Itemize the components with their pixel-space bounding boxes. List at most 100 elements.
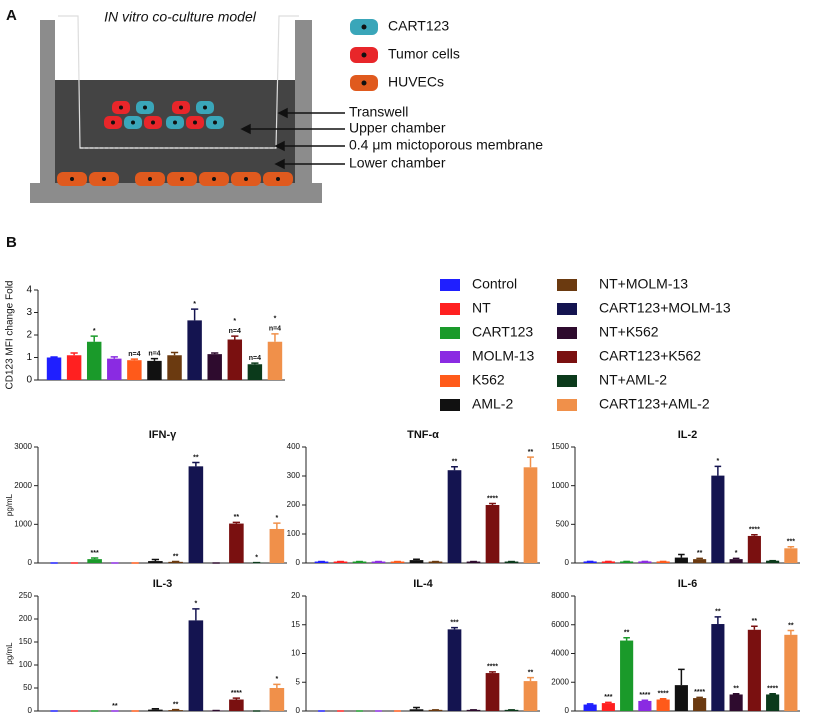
bar <box>523 467 538 563</box>
bar <box>674 557 688 563</box>
annotation: n=4 <box>249 355 261 362</box>
legend-label: CART123+K562 <box>599 348 701 364</box>
error-bar <box>451 465 458 471</box>
chart-title: IL-4 <box>413 578 433 590</box>
upper-cells <box>104 101 224 129</box>
annotation: *** <box>450 619 458 626</box>
annotation: ** <box>173 553 179 560</box>
error-bar <box>130 358 138 361</box>
error-bar <box>489 671 496 674</box>
annotation: n=4 <box>269 326 281 333</box>
error-bar <box>232 521 241 524</box>
annotation: n=4 <box>229 328 241 335</box>
bar <box>168 561 183 563</box>
y-tick-label: 8000 <box>551 591 569 600</box>
bar <box>485 673 500 711</box>
y-tick-label: 1000 <box>14 519 32 528</box>
annotation: ** <box>788 622 794 629</box>
y-tick-label: 0 <box>296 558 301 567</box>
annotation: **** <box>487 495 498 502</box>
legend-swatch <box>557 303 577 315</box>
error-bar <box>150 357 159 361</box>
chart-title: IL-6 <box>678 578 698 590</box>
bar <box>188 466 204 563</box>
bar <box>766 694 780 711</box>
annotation: ** <box>234 514 240 521</box>
annotation: * <box>735 550 738 557</box>
y-tick-label: 2 <box>26 330 32 341</box>
error-bar <box>192 461 200 467</box>
error-bar <box>586 703 594 705</box>
y-tick-label: 50 <box>23 683 32 692</box>
annotation: **** <box>749 527 760 534</box>
callout: Lower chamber <box>349 155 446 171</box>
y-tick-label: 1 <box>26 352 32 363</box>
annotation: *** <box>787 539 795 546</box>
callout-arrows <box>240 107 345 170</box>
legend-label: AML-2 <box>472 396 513 412</box>
legend-label: MOLM-13 <box>472 348 534 364</box>
base <box>30 183 322 203</box>
legend-label: CART123+AML-2 <box>599 396 710 412</box>
bar <box>247 364 263 380</box>
chart-title: IL-3 <box>153 578 173 590</box>
error-bar <box>192 608 200 621</box>
lower-cells <box>57 172 293 186</box>
annotation: **** <box>694 689 705 696</box>
legend-swatch <box>440 399 460 411</box>
bar <box>46 357 62 380</box>
bar <box>656 561 670 563</box>
bar <box>747 535 761 563</box>
annotation: ** <box>173 701 179 708</box>
error-bar <box>751 625 758 630</box>
legend-swatch <box>557 279 577 291</box>
error-bar <box>273 683 281 688</box>
bar <box>638 561 652 563</box>
annotation: *** <box>91 550 99 557</box>
chart-title: IL-2 <box>678 429 698 441</box>
bar <box>711 624 725 711</box>
bar <box>86 341 102 380</box>
legend-label: NT+MOLM-13 <box>599 276 688 292</box>
cell-nucleus <box>361 52 367 58</box>
annotation: ** <box>528 449 534 456</box>
annotation: * <box>276 515 279 522</box>
error-bar <box>251 362 259 365</box>
legend-swatch <box>440 279 460 291</box>
wall <box>40 20 55 185</box>
y-tick-label: 250 <box>19 591 33 600</box>
bar <box>447 629 462 711</box>
legend-swatch <box>557 351 577 363</box>
y-tick-label: 200 <box>19 614 33 623</box>
bar <box>267 341 283 380</box>
legend-label: CART123 <box>472 324 533 340</box>
y-tick-label: 3000 <box>14 442 32 451</box>
panel-label: B <box>6 234 17 251</box>
bar <box>693 559 707 563</box>
error-bar <box>413 706 420 710</box>
annotation: ** <box>624 630 630 637</box>
error-bar <box>696 696 703 699</box>
y-tick-label: 2000 <box>551 677 569 686</box>
annotation: * <box>255 554 258 561</box>
y-tick-label: 100 <box>19 660 33 669</box>
error-bar <box>90 557 99 560</box>
error-bar <box>659 698 667 700</box>
annotation: n=4 <box>128 351 140 358</box>
error-bar <box>678 553 685 558</box>
y-tick-label: 5 <box>296 677 301 686</box>
y-tick-label: 1500 <box>551 442 569 451</box>
annotation: **** <box>639 692 650 699</box>
error-bar <box>151 558 160 562</box>
y-tick-label: 3 <box>26 307 32 318</box>
bar <box>229 523 244 563</box>
annotation: **** <box>487 664 498 671</box>
y-tick-label: 0 <box>565 706 570 715</box>
bar <box>638 700 652 711</box>
annotation: * <box>195 601 198 608</box>
annotation: *** <box>604 694 612 701</box>
error-bar <box>451 626 458 630</box>
medium <box>55 80 295 183</box>
error-bar <box>110 356 118 359</box>
